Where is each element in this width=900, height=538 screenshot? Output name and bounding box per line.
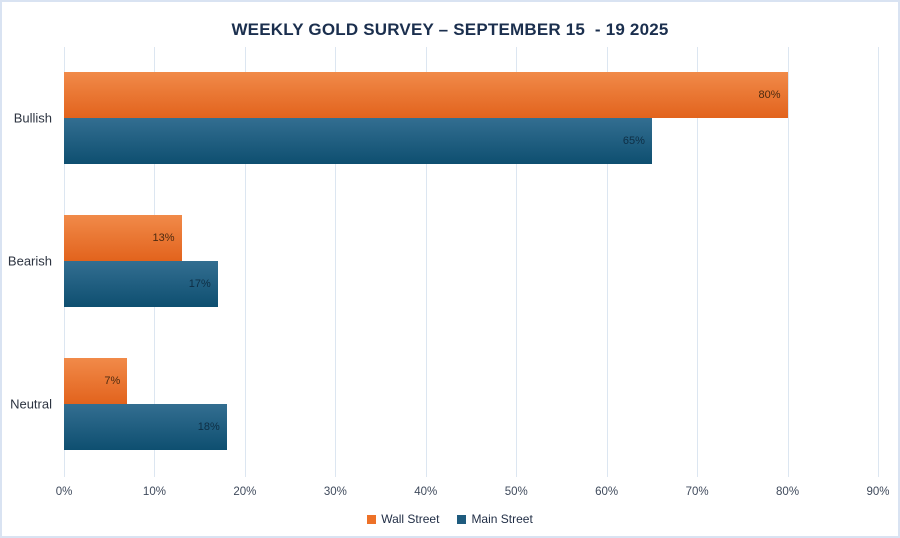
gridline-70%	[697, 47, 699, 477]
gridline-50%	[516, 47, 518, 477]
category-band-bearish: Bearish 13% 17%	[8, 190, 878, 333]
legend-label: Main Street	[471, 512, 533, 526]
category-band-bullish: Bullish 80% 65%	[14, 47, 878, 190]
gridline-20%	[244, 47, 246, 477]
legend-swatch-icon	[457, 514, 467, 524]
gridline-80%	[787, 47, 789, 477]
legend-swatch-icon	[367, 514, 377, 524]
legend-item-main-street: Main Street	[457, 512, 533, 526]
y-axis-category-label: Neutral	[10, 396, 52, 412]
plot-area: 0% 10% 20% 30% 40% 50% 60% 70% 80% 90% Bullish 80% 6…	[8, 47, 890, 498]
bar-data-label: 13%	[152, 231, 175, 244]
chart-title: WEEKLY GOLD SURVEY – SEPTEMBER 15 - 19 2…	[231, 20, 669, 39]
bar-wall-street-bearish: 13%	[64, 214, 182, 261]
x-axis-tick-label: 60%	[595, 486, 619, 498]
x-axis-tick-label: 70%	[685, 486, 709, 498]
bar-wall-street-bullish: 80%	[64, 72, 788, 119]
category-band-neutral: Neutral 7% 18%	[10, 332, 878, 475]
gridline-60%	[606, 47, 608, 477]
y-axis-category-label: Bullish	[13, 110, 52, 126]
x-axis-tick-label: 30%	[323, 486, 347, 498]
legend-item-wall-street: Wall Street	[367, 512, 439, 526]
x-axis-tick-label: 90%	[866, 486, 890, 498]
gridline-90%	[878, 47, 879, 477]
bar-data-label: 65%	[622, 135, 645, 148]
bar-main-street-bullish: 65%	[64, 118, 652, 165]
x-axis-tick-label: 50%	[504, 486, 528, 498]
bar-data-label: 80%	[758, 89, 781, 102]
x-axis-tick-label: 80%	[776, 486, 800, 498]
bar-main-street-neutral: 18%	[64, 403, 227, 450]
bar-data-label: 18%	[197, 420, 220, 433]
y-axis-category-label: Bearish	[7, 253, 52, 269]
bar-wall-street-neutral: 7%	[64, 357, 128, 404]
gridline-30%	[335, 47, 337, 477]
bar-main-street-bearish: 17%	[64, 260, 218, 307]
bar-data-label: 7%	[104, 374, 121, 387]
bar-data-label: 17%	[188, 277, 211, 290]
x-axis-tick-label: 20%	[233, 486, 257, 498]
chart-legend: Wall Street Main Street	[2, 512, 898, 526]
x-axis-tick-label: 40%	[414, 486, 438, 498]
gridline-40%	[425, 47, 427, 477]
legend-label: Wall Street	[381, 512, 440, 526]
x-axis-tick-label: 0%	[55, 486, 73, 498]
x-axis-tick-label: 10%	[142, 486, 166, 498]
